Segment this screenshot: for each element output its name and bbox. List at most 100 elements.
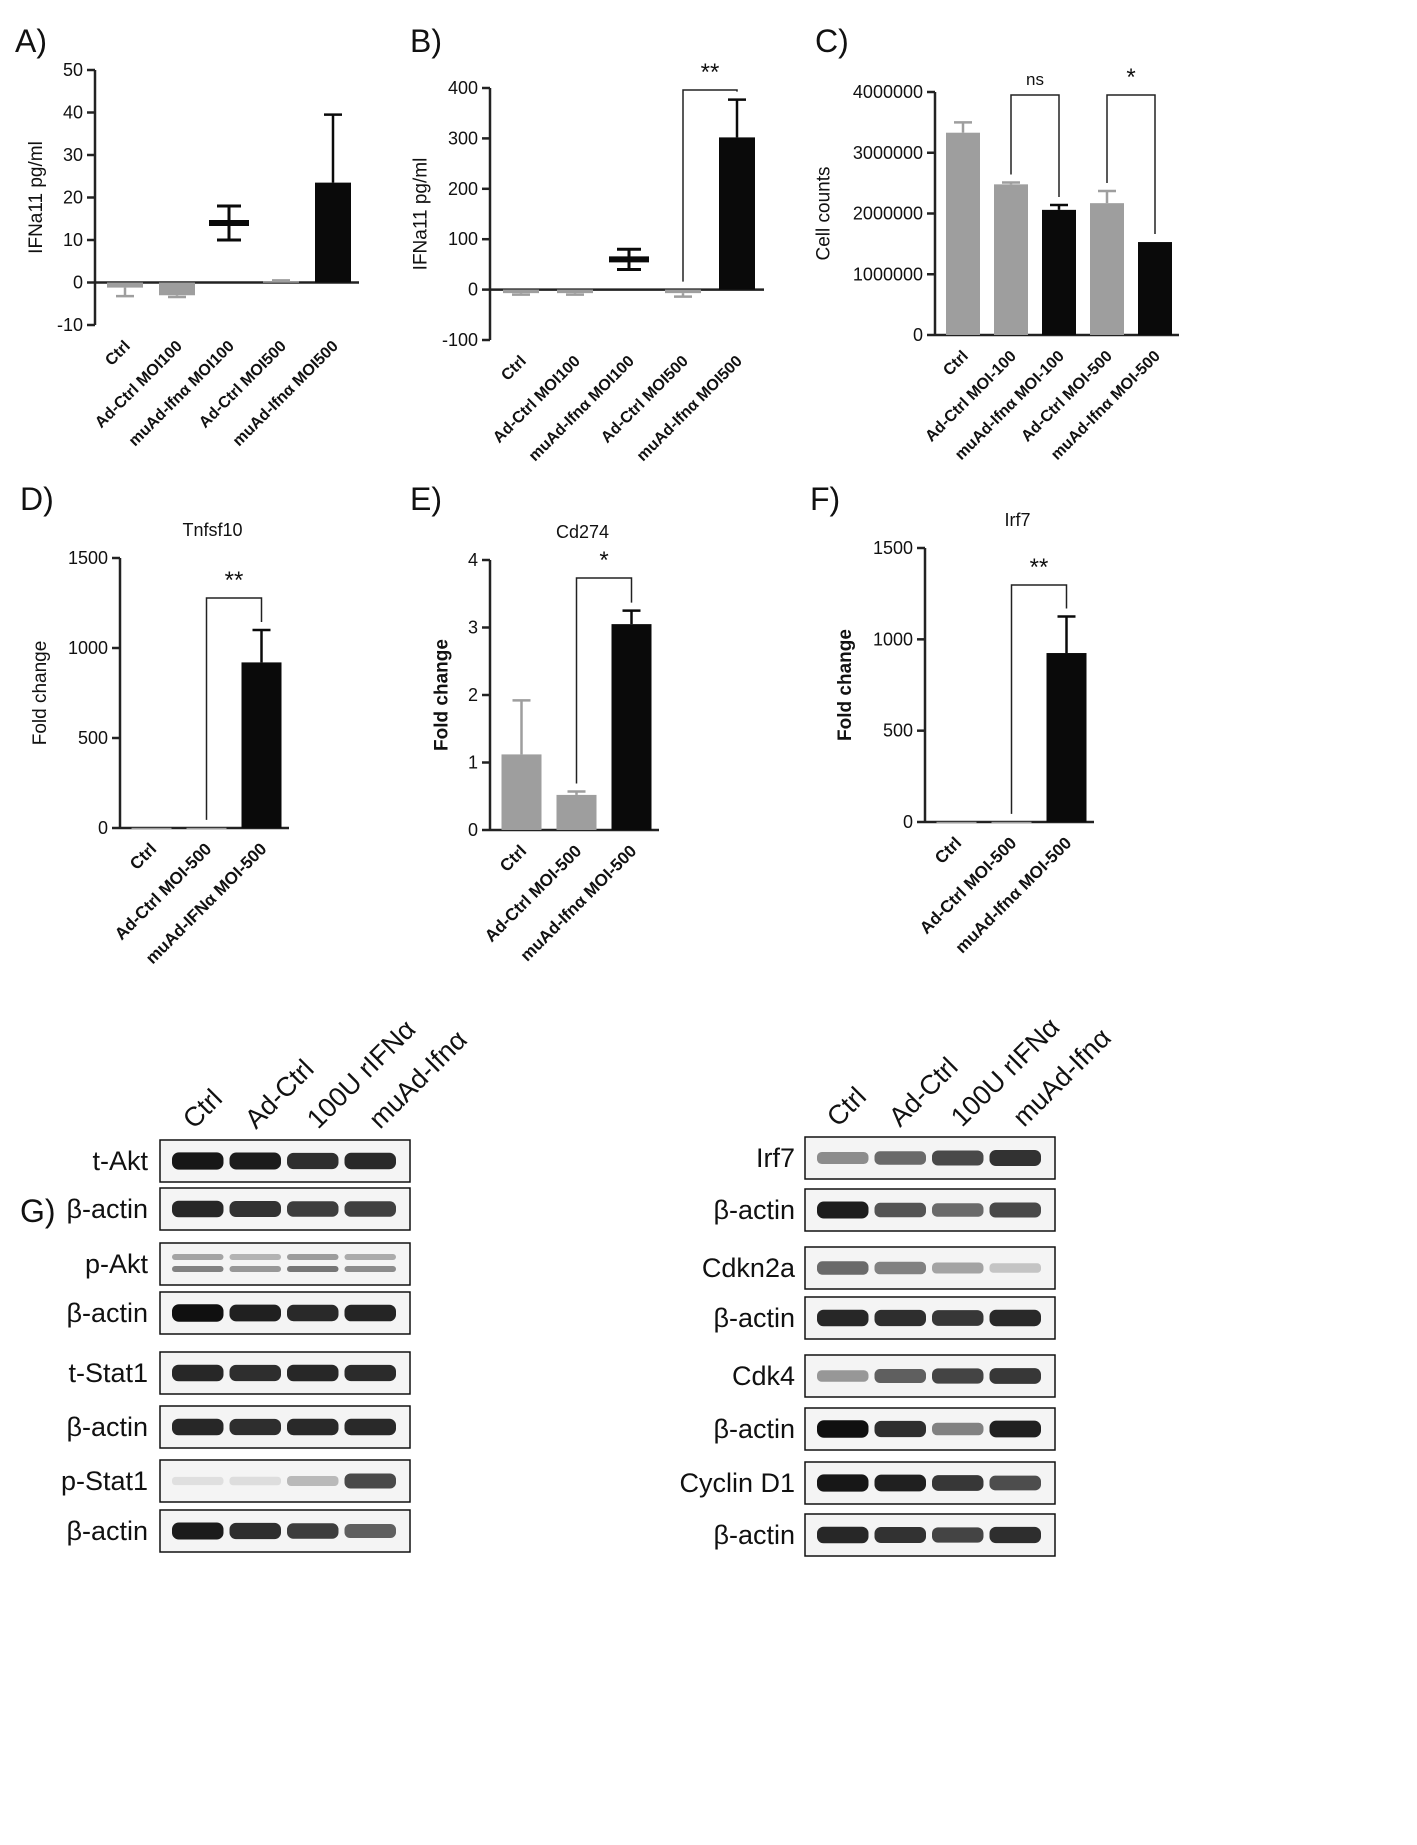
y-tick-label: 500 xyxy=(883,721,913,741)
blot-band xyxy=(989,1475,1041,1491)
bar xyxy=(186,827,227,830)
category-label: Ctrl xyxy=(940,348,972,380)
lane-label: Ad-Ctrl xyxy=(883,1052,964,1133)
y-tick-label: 300 xyxy=(448,128,478,148)
blot-row-label: β-actin xyxy=(66,1194,148,1224)
panel-label: C) xyxy=(815,23,849,59)
y-tick-label: 400 xyxy=(448,78,478,98)
y-tick-label: 30 xyxy=(63,145,83,165)
category-label: muAd-Ifnα MOI100 xyxy=(526,353,638,465)
blot-band xyxy=(344,1152,396,1170)
bar xyxy=(263,281,299,283)
blot-band xyxy=(989,1150,1041,1166)
blot-band xyxy=(932,1203,984,1217)
blot-row-label: Cdkn2a xyxy=(702,1253,796,1283)
y-tick-label: 1500 xyxy=(68,548,108,568)
blot-band xyxy=(817,1152,869,1164)
blot-band xyxy=(287,1476,339,1486)
y-tick-label: 1000000 xyxy=(853,264,923,284)
y-tick-label: 0 xyxy=(98,818,108,838)
lane-label: Ctrl xyxy=(177,1083,228,1134)
bar xyxy=(936,821,977,824)
bar xyxy=(611,624,652,830)
blot-band xyxy=(172,1476,224,1486)
blot-row: β-actin xyxy=(66,1291,411,1335)
blot-band xyxy=(229,1364,281,1382)
bar xyxy=(1138,242,1172,335)
blot-band xyxy=(287,1364,339,1382)
blot-row: β-actin xyxy=(66,1405,411,1449)
blot-row: Cdkn2a xyxy=(702,1246,1056,1290)
blot-row: p-Akt xyxy=(85,1242,411,1286)
significance-bracket xyxy=(1010,94,1060,197)
y-tick-label: 0 xyxy=(468,820,478,840)
blot-band xyxy=(874,1474,926,1492)
blot-band xyxy=(989,1526,1041,1544)
y-tick-label: 1000 xyxy=(68,638,108,658)
y-tick-label: 20 xyxy=(63,188,83,208)
blot-band xyxy=(229,1201,281,1217)
blot-row: Cdk4 xyxy=(732,1354,1056,1398)
bar xyxy=(503,289,539,294)
significance-label: ** xyxy=(225,567,244,594)
blot-band xyxy=(172,1266,224,1272)
bar xyxy=(1046,653,1087,822)
category-label: Ctrl xyxy=(102,338,134,370)
category-label: Ad-Ctrl MOI-100 xyxy=(922,348,1020,446)
blot-row: p-Stat1 xyxy=(61,1459,411,1503)
blot-band xyxy=(229,1304,281,1322)
blot-band xyxy=(932,1422,984,1436)
blot-row-label: Irf7 xyxy=(756,1143,795,1173)
category-label: Ctrl xyxy=(498,353,530,385)
blot-band xyxy=(287,1266,339,1272)
blot-band xyxy=(932,1262,984,1274)
blot-band xyxy=(344,1254,396,1260)
panel-label: G) xyxy=(20,1193,56,1229)
blot-band xyxy=(817,1420,869,1438)
blot-row: β-actin xyxy=(713,1407,1056,1451)
blot-band xyxy=(989,1420,1041,1438)
significance-label: ** xyxy=(701,59,720,86)
y-axis-label: IFNa11 pg/ml xyxy=(411,158,432,271)
y-tick-label: 2000000 xyxy=(853,204,923,224)
blot-frame xyxy=(159,1242,411,1286)
bar xyxy=(241,662,282,828)
blot-band xyxy=(989,1368,1041,1384)
bar xyxy=(501,754,542,830)
blot-band xyxy=(229,1266,281,1272)
blot-row: t-Stat1 xyxy=(68,1351,411,1395)
y-tick-label: 1000 xyxy=(873,629,913,649)
blot-band xyxy=(229,1254,281,1260)
panel-label: A) xyxy=(15,23,47,59)
blot-row: β-actin xyxy=(713,1513,1056,1557)
category-label: Ad-Ctrl MOI-500 xyxy=(916,833,1020,937)
chart-title: Cd274 xyxy=(556,522,609,542)
y-axis-label: IFNa11 pg/ml xyxy=(26,141,47,254)
y-tick-label: 0 xyxy=(468,280,478,300)
bar xyxy=(665,289,701,294)
chart-panel-4: D) Tnfsf10 0 500 1000 1500 Fold change CtrlAd-C… xyxy=(20,481,289,968)
y-tick-label: 0 xyxy=(903,812,913,832)
blot-row: β-actin xyxy=(66,1509,411,1553)
chart-title: Tnfsf10 xyxy=(182,520,242,540)
y-axis-label: Fold change xyxy=(30,641,51,746)
blot-band xyxy=(229,1522,281,1540)
chart-title: Irf7 xyxy=(1004,510,1030,530)
blot-row: Cyclin D1 xyxy=(679,1461,1056,1505)
category-label: Ctrl xyxy=(931,833,965,867)
blot-row-label: β-actin xyxy=(713,1195,795,1225)
blot-row-label: t-Stat1 xyxy=(68,1358,148,1388)
blot-band xyxy=(287,1418,339,1436)
y-axis-label: Cell counts xyxy=(814,167,835,261)
y-tick-label: 1 xyxy=(468,753,478,773)
y-tick-label: 3000000 xyxy=(853,143,923,163)
blot-row-label: t-Akt xyxy=(92,1146,148,1176)
blot-band xyxy=(874,1527,926,1543)
blot-row-label: Cyclin D1 xyxy=(679,1468,795,1498)
y-tick-label: 100 xyxy=(448,229,478,249)
blot-band xyxy=(287,1523,339,1539)
y-tick-label: 4000000 xyxy=(853,82,923,102)
blot-band xyxy=(287,1201,339,1217)
